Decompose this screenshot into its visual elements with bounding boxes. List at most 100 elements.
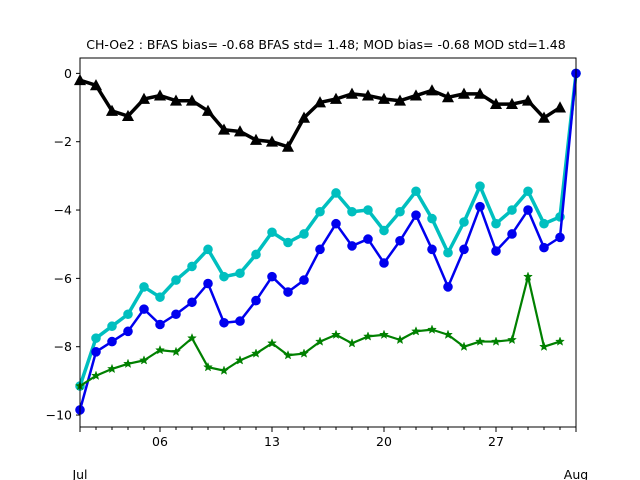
series-0-point-12	[265, 135, 279, 147]
series-2-point-22	[427, 244, 437, 255]
series-1-point-2	[107, 321, 117, 332]
series-2-point-27	[507, 229, 517, 239]
series-1-point-7	[187, 261, 197, 272]
series-0-point-2	[105, 104, 119, 116]
y-tick-label: −8	[54, 339, 72, 354]
series-0-point-27	[505, 97, 519, 110]
series-2-point-18	[363, 234, 373, 244]
series-0-point-6	[169, 94, 183, 106]
series-3-point-27	[507, 334, 517, 345]
series-1-point-11	[251, 249, 261, 260]
series-1-point-25	[475, 181, 485, 191]
series-1-point-4	[139, 282, 149, 292]
series-2-point-9	[219, 317, 229, 328]
series-1-point-8	[203, 244, 213, 255]
series-2-point-17	[347, 241, 357, 251]
series-0-point-5	[153, 89, 167, 101]
series-0-line	[78, 78, 562, 149]
series-3-point-19	[379, 329, 389, 339]
y-tick-label: 0	[64, 66, 72, 81]
series-1-point-27	[507, 205, 517, 215]
series-2-point-20	[395, 235, 405, 246]
plot-area	[73, 68, 581, 415]
series-3-point-26	[491, 336, 501, 346]
series-3-point-18	[363, 331, 373, 341]
series-1-point-28	[523, 186, 533, 197]
series-0-point-15	[313, 96, 327, 108]
series-3-point-5	[155, 344, 165, 355]
x-tick-label: 13	[264, 434, 280, 449]
series-0-point-1	[89, 79, 103, 91]
series-1-point-9	[219, 271, 229, 282]
series-3-point-12	[267, 338, 277, 348]
series-2-point-26	[491, 246, 501, 256]
series-3-point-29	[539, 341, 549, 351]
series-3-point-1	[91, 370, 101, 380]
x-tick-label: 20	[376, 434, 392, 449]
series-1-point-18	[363, 205, 373, 215]
series-1-point-3	[123, 309, 133, 320]
series-2-point-29	[539, 242, 549, 253]
series-1-point-19	[379, 225, 389, 236]
series-2-point-16	[331, 218, 341, 229]
series-1-point-24	[459, 217, 469, 227]
y-tick-label: −10	[46, 408, 72, 423]
series-1-point-23	[443, 247, 453, 258]
y-tick-label: −6	[54, 271, 72, 286]
series-0-point-9	[217, 123, 231, 135]
series-2-point-23	[443, 282, 453, 292]
series-3-point-2	[107, 363, 117, 374]
x-month-label: Aug	[564, 467, 588, 480]
series-3-point-6	[171, 346, 181, 357]
series-1-point-10	[235, 268, 245, 279]
series-1-point-15	[315, 206, 325, 217]
series-3-point-28	[523, 271, 533, 281]
x-tick-label: 27	[488, 434, 504, 449]
series-3-point-3	[123, 358, 133, 369]
series-2-point-13	[283, 287, 293, 297]
series-2-point-7	[187, 297, 197, 308]
series-3-point-16	[331, 329, 341, 339]
series-1-point-6	[171, 275, 181, 285]
series-3-point-14	[299, 348, 309, 358]
series-0-point-13	[281, 140, 295, 152]
series-2-point-11	[251, 295, 261, 306]
series-2-point-14	[299, 275, 309, 285]
series-3-point-13	[283, 350, 293, 360]
axes: 0 −2 −4 −6 −8 −10 06 13 20 27 Jul Aug	[46, 66, 589, 480]
series-0-point-3	[121, 109, 135, 122]
series-0-point-20	[393, 94, 407, 106]
series-3-point-21	[411, 326, 421, 336]
series-0-point-25	[473, 87, 487, 99]
series-0-point-14	[297, 111, 311, 123]
series-0-point-26	[489, 97, 503, 110]
series-0-point-28	[521, 94, 535, 106]
series-0-point-21	[409, 89, 423, 101]
series-3-point-23	[443, 329, 453, 339]
axes-frame	[79, 57, 577, 428]
series-0-point-19	[377, 92, 391, 104]
series-2-point-12	[267, 271, 277, 282]
series-0-point-24	[457, 87, 471, 99]
series-2-point-30	[555, 232, 565, 243]
series-0-point-10	[233, 125, 247, 137]
y-tick-label: −2	[54, 134, 72, 149]
series-3-point-11	[251, 348, 261, 358]
series-0-point-30	[553, 101, 567, 113]
series-3-point-22	[427, 324, 437, 334]
series-3-point-4	[139, 355, 149, 365]
series-1-point-26	[491, 218, 501, 229]
series-0-point-23	[441, 91, 455, 103]
chart-title: CH-Oe2 : BFAS bias= -0.68 BFAS std= 1.48…	[86, 37, 565, 52]
series-2-point-2	[107, 336, 117, 347]
series-3-point-15	[315, 336, 325, 346]
series-2-point-15	[315, 244, 325, 255]
series-1-point-1	[91, 333, 101, 343]
series-0-point-8	[201, 104, 215, 116]
series-3-point-9	[219, 365, 229, 375]
series-0-point-4	[137, 92, 151, 104]
series-3-point-10	[235, 355, 245, 365]
series-2-point-3	[123, 326, 133, 337]
series-3-point-17	[347, 338, 357, 348]
